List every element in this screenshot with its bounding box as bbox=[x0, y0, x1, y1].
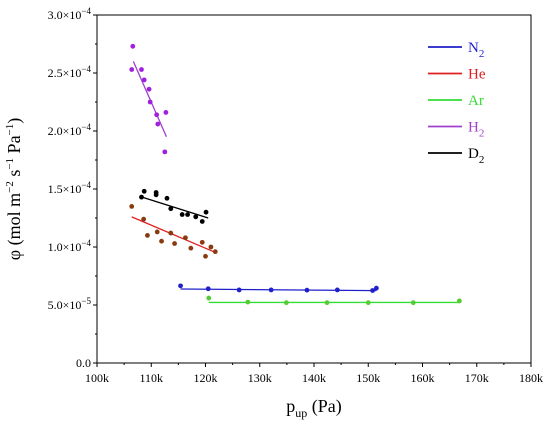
data-point bbox=[145, 233, 150, 238]
series-n2 bbox=[178, 283, 379, 293]
data-point bbox=[203, 209, 209, 215]
y-tick-label: 1.0×10−4 bbox=[48, 238, 92, 254]
series-d2 bbox=[139, 188, 209, 224]
data-point bbox=[373, 285, 379, 291]
y-tick-label: 5.0×10−5 bbox=[48, 296, 92, 312]
x-tick-label: 180k bbox=[519, 371, 543, 385]
x-tick-label: 150k bbox=[356, 371, 380, 385]
data-point bbox=[139, 67, 144, 72]
data-point bbox=[410, 300, 416, 306]
data-point bbox=[172, 241, 177, 246]
data-point bbox=[168, 230, 174, 236]
data-point bbox=[456, 298, 462, 304]
series-ar bbox=[206, 295, 462, 306]
data-point bbox=[141, 188, 147, 194]
fit-line bbox=[131, 216, 217, 254]
x-tick-label: 100k bbox=[85, 371, 109, 385]
x-tick-label: 120k bbox=[194, 371, 218, 385]
data-point bbox=[155, 121, 161, 127]
y-tick-label: 2.5×10−4 bbox=[48, 64, 92, 80]
data-point bbox=[205, 286, 211, 292]
data-point bbox=[141, 216, 147, 222]
fit-line bbox=[141, 196, 209, 219]
x-tick-label: 170k bbox=[465, 371, 489, 385]
data-point bbox=[188, 245, 194, 251]
series-h2 bbox=[129, 43, 169, 155]
legend-label: Ar bbox=[468, 93, 484, 109]
data-point bbox=[365, 300, 371, 306]
data-point bbox=[146, 86, 152, 92]
data-point bbox=[208, 244, 214, 250]
legend-label: N2 bbox=[468, 40, 484, 60]
legend-label: H2 bbox=[468, 120, 484, 140]
y-tick-label: 3.0×10−4 bbox=[48, 6, 92, 22]
fit-line bbox=[132, 61, 168, 138]
data-point bbox=[178, 283, 183, 289]
y-axis-title: φ (mol m−2 s−1 Pa−1) bbox=[4, 118, 25, 261]
data-point bbox=[245, 299, 251, 305]
data-point bbox=[129, 67, 135, 72]
data-point bbox=[141, 77, 147, 83]
data-point bbox=[334, 287, 340, 293]
y-tick-label: 0.0 bbox=[76, 356, 91, 370]
data-point bbox=[199, 219, 205, 224]
series-he bbox=[129, 204, 218, 259]
data-point bbox=[268, 287, 274, 293]
data-point bbox=[163, 110, 169, 115]
x-tick-label: 160k bbox=[411, 371, 435, 385]
data-point bbox=[154, 229, 160, 235]
axes: 100k 110k 120k 130k 140k 150k 160k 170k 180k 0.0 5… bbox=[48, 6, 543, 385]
data-point bbox=[199, 239, 205, 245]
data-point bbox=[183, 235, 188, 241]
data-point bbox=[179, 212, 185, 217]
fit-line bbox=[180, 288, 377, 292]
data-point bbox=[153, 190, 159, 195]
data-point bbox=[203, 253, 208, 259]
data-point bbox=[147, 99, 153, 105]
data-point bbox=[164, 195, 170, 201]
data-point bbox=[154, 112, 160, 118]
plot-marks bbox=[129, 43, 462, 306]
data-point bbox=[206, 295, 212, 301]
data-point bbox=[193, 214, 199, 220]
data-point bbox=[185, 212, 190, 217]
data-point bbox=[159, 238, 164, 244]
plot-frame bbox=[96, 14, 532, 364]
data-point bbox=[212, 249, 218, 255]
legend-label: He bbox=[468, 67, 486, 83]
y-tick-label: 1.5×10−4 bbox=[48, 180, 92, 196]
x-tick-label: 130k bbox=[248, 371, 272, 385]
data-point bbox=[130, 43, 136, 49]
legend: N2 He Ar H2 D2 bbox=[428, 40, 486, 166]
x-tick-label: 110k bbox=[139, 371, 163, 385]
data-point bbox=[283, 300, 289, 306]
x-tick-label: 140k bbox=[302, 371, 326, 385]
data-point bbox=[370, 288, 375, 293]
data-point bbox=[236, 287, 242, 293]
data-point bbox=[304, 287, 310, 293]
y-tick-label: 2.0×10−4 bbox=[48, 122, 92, 138]
data-point bbox=[129, 204, 135, 209]
data-point bbox=[168, 206, 174, 212]
data-point bbox=[324, 300, 330, 306]
x-axis-title: pup (Pa) bbox=[286, 396, 342, 420]
data-point bbox=[139, 194, 144, 200]
legend-label: D2 bbox=[468, 146, 484, 166]
data-point bbox=[162, 149, 168, 155]
